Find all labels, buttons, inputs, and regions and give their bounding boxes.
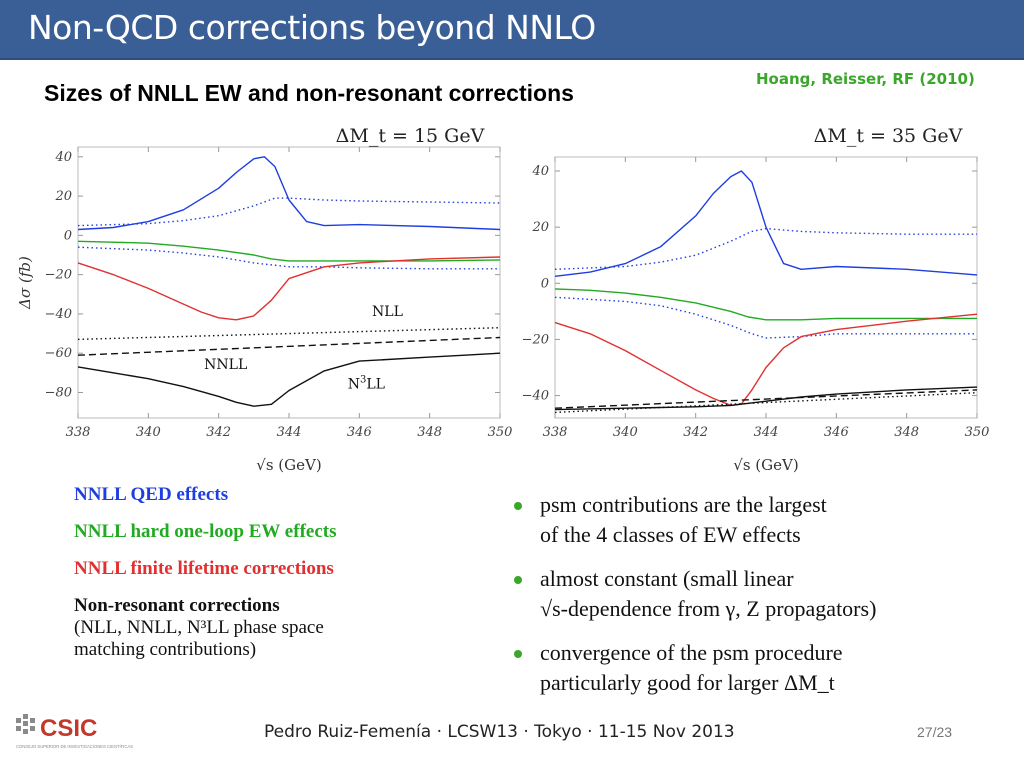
chart-title: ΔM_t = 35 GeV <box>814 125 963 147</box>
bullet-dot-icon <box>514 502 522 510</box>
x-tick-label: 338 <box>66 425 91 440</box>
x-axis-label: √s (GeV) <box>256 456 321 474</box>
legend-nonres-line1: (NLL, NNLL, N³LL phase space <box>74 617 324 638</box>
y-tick-label: 0 <box>64 228 72 243</box>
y-tick-label: 40 <box>531 164 549 179</box>
series-qed_dotted-line <box>77 197 501 227</box>
plot-right: ΔM_t = 35 GeV 338 340 342 344 346 348 350 40 20 0 −… <box>522 125 990 474</box>
footer-text: Pedro Ruiz-Femenía · LCSW13 · Tokyo · 11… <box>264 722 735 742</box>
x-tick-label: 348 <box>417 425 442 440</box>
x-tick-label: 348 <box>894 425 919 440</box>
legend-ew: NNLL hard one-loop EW effects <box>74 521 337 542</box>
legend-qed: NNLL QED effects <box>74 484 229 505</box>
x-axis-label: √s (GeV) <box>733 456 798 474</box>
series-ew-line <box>554 288 977 321</box>
x-tick-label: 340 <box>613 425 638 440</box>
series-lifetime-line <box>554 313 978 407</box>
series-ew-line <box>77 240 501 262</box>
x-tick-label: 346 <box>347 425 372 440</box>
x-tick-label: 350 <box>488 425 513 440</box>
y-tick-label: 40 <box>54 150 72 165</box>
series-lifetime-line <box>77 256 501 321</box>
bullet-dot-icon <box>514 650 522 658</box>
series-n3ll-line <box>554 386 978 411</box>
series-nnll-line <box>77 336 501 356</box>
x-tick-label: 344 <box>277 425 302 440</box>
y-tick-label: 20 <box>54 189 72 204</box>
y-tick-label: 0 <box>541 276 549 291</box>
y-tick-label: 20 <box>531 220 549 235</box>
slide-subtitle: Sizes of NNLL EW and non-resonant correc… <box>44 80 574 106</box>
plot-left: ΔM_t = 15 GeV 338 340 342 344 346 348 350 40 20 0 −… <box>16 125 512 474</box>
x-tick-label: 342 <box>206 425 231 440</box>
legend-lifetime: NNLL finite lifetime corrections <box>74 558 334 579</box>
csic-logo-icon: CSIC CONSEJO SUPERIOR DE INVESTIGACIONES… <box>16 714 133 749</box>
curve-annotation: NNLL <box>204 357 247 373</box>
y-tick-label: −20 <box>45 268 72 283</box>
bullet-item: convergence of the psm procedure particu… <box>512 638 1012 698</box>
series-qed_dotted-line <box>554 227 977 270</box>
plots: ΔM_t = 15 GeV 338 340 342 344 346 348 350 40 20 0 −… <box>16 125 990 474</box>
bullet-line: √s-dependence from γ, Z propagators) <box>540 596 877 621</box>
series-qed-line <box>77 156 501 231</box>
bullet-dot-icon <box>514 576 522 584</box>
bullet-line: almost constant (small linear <box>540 566 794 591</box>
page-number: 27/23 <box>917 724 953 740</box>
legend-nonres-line2: matching contributions) <box>74 639 257 660</box>
legend-nonres-title: Non-resonant corrections <box>74 595 280 616</box>
bullet-list: psm contributions are the largest of the… <box>512 490 1012 712</box>
plot-frame <box>554 156 978 419</box>
series-ew_dotted-line <box>554 296 977 339</box>
y-axis-label: Δσ (fb) <box>16 256 34 310</box>
y-tick-label: −60 <box>45 346 72 361</box>
chart-title: ΔM_t = 15 GeV <box>336 125 485 147</box>
series-nnll-line <box>554 389 978 409</box>
bullet-line: psm contributions are the largest <box>540 492 827 517</box>
x-tick-label: 342 <box>683 425 708 440</box>
series-ew_dotted-line <box>77 246 500 270</box>
curve-annotation: N3LL <box>348 375 385 393</box>
curve-annotation: NLL <box>372 304 403 320</box>
bullet-item: almost constant (small linear √s-depende… <box>512 564 1012 624</box>
series-n3ll-line <box>77 352 501 407</box>
reference-citation: Hoang, Reisser, RF (2010) <box>756 70 975 88</box>
series-nll-line <box>554 392 978 414</box>
logo-text: CSIC <box>40 715 97 742</box>
bullet-item: psm contributions are the largest of the… <box>512 490 1012 550</box>
y-tick-label: −40 <box>45 307 72 322</box>
logo-subtext: CONSEJO SUPERIOR DE INVESTIGACIONES CIEN… <box>16 744 133 749</box>
slide-title: Non-QCD corrections beyond NNLO <box>28 8 596 47</box>
bullet-line: of the 4 classes of EW effects <box>540 522 801 547</box>
bullet-line: convergence of the psm procedure <box>540 640 843 665</box>
series-nll-line <box>77 327 501 341</box>
legend: NNLL QED effects NNLL hard one-loop EW e… <box>74 484 494 661</box>
x-tick-label: 338 <box>543 425 568 440</box>
y-tick-label: −20 <box>522 332 549 347</box>
x-tick-label: 350 <box>965 425 990 440</box>
x-tick-label: 344 <box>754 425 779 440</box>
x-tick-label: 340 <box>136 425 161 440</box>
x-tick-label: 346 <box>824 425 849 440</box>
series-qed-line <box>554 170 978 277</box>
y-tick-label: −40 <box>522 389 549 404</box>
title-bar: Non-QCD corrections beyond NNLO <box>0 0 1024 60</box>
y-tick-label: −80 <box>45 385 72 400</box>
bullet-line: particularly good for larger ΔM_t <box>540 670 835 695</box>
